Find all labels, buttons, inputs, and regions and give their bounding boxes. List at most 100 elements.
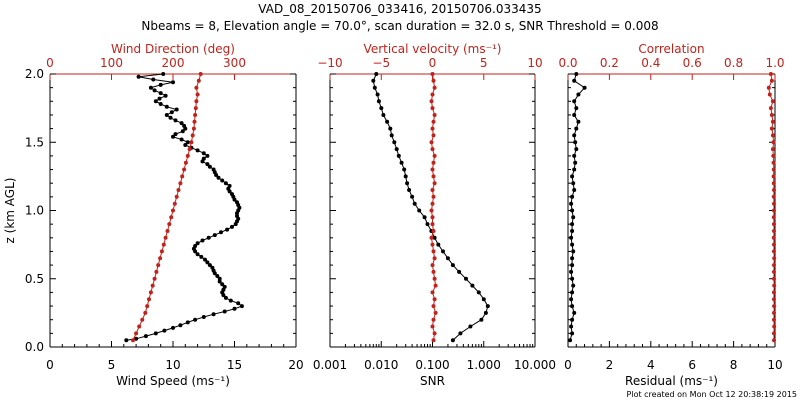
data-point	[148, 85, 153, 90]
data-point	[195, 252, 200, 257]
data-point	[772, 256, 777, 261]
data-point	[185, 153, 190, 158]
data-point	[570, 194, 575, 199]
panel-snr: 0.001 0.010 0.100 1.000 10.000 SNR −10 −5 0 5 10 Ve…	[313, 42, 556, 388]
data-point	[169, 215, 174, 220]
data-point	[124, 338, 129, 343]
xtick-label: 10.000	[514, 358, 556, 372]
data-point	[199, 254, 204, 259]
data-point	[772, 222, 776, 227]
data-point	[207, 263, 212, 268]
data-point	[163, 235, 168, 240]
data-point	[570, 290, 575, 295]
data-point	[770, 133, 775, 138]
data-point	[372, 85, 377, 90]
series-line-snr	[372, 73, 489, 341]
data-point	[570, 174, 575, 179]
data-point	[570, 304, 575, 309]
data-point	[205, 153, 210, 158]
ytick-label: 0.5	[25, 272, 44, 286]
data-point	[770, 147, 775, 152]
data-point	[196, 78, 201, 83]
data-point	[183, 160, 188, 165]
data-point	[431, 119, 436, 124]
data-point	[379, 106, 384, 111]
data-point	[161, 242, 166, 247]
data-point	[432, 113, 437, 117]
data-point	[772, 297, 776, 302]
data-point	[187, 147, 192, 152]
top-tick-label: −10	[317, 56, 342, 70]
data-point	[134, 331, 139, 336]
data-point	[235, 214, 239, 218]
data-point	[430, 126, 435, 131]
data-point	[770, 99, 775, 104]
data-point	[201, 315, 206, 319]
xtick-label: 15	[227, 358, 242, 372]
data-point	[403, 174, 408, 179]
data-point	[771, 174, 776, 179]
data-point	[767, 92, 772, 97]
data-point	[165, 229, 170, 233]
data-point	[182, 167, 187, 172]
data-point	[772, 331, 776, 336]
data-point	[430, 215, 435, 220]
data-point	[417, 208, 422, 213]
data-point	[569, 297, 574, 302]
data-point	[136, 74, 141, 79]
data-point	[772, 249, 776, 254]
data-point	[772, 242, 776, 247]
data-point	[134, 336, 139, 341]
data-point	[441, 249, 445, 254]
data-point	[425, 222, 430, 227]
data-point	[219, 230, 223, 235]
data-point	[468, 324, 473, 329]
data-point	[222, 309, 227, 314]
data-point	[195, 148, 200, 153]
data-point	[220, 282, 225, 287]
data-point	[180, 174, 185, 179]
data-point	[771, 215, 776, 220]
data-point	[570, 229, 575, 233]
xtick-label: 6	[688, 358, 696, 372]
data-point	[178, 181, 183, 186]
data-point	[572, 133, 577, 138]
plot-created-footer: Plot created on Mon Oct 12 20:38:19 2015	[627, 390, 797, 399]
data-point	[572, 99, 577, 104]
data-point	[572, 113, 577, 117]
data-point	[450, 338, 455, 343]
data-point	[571, 181, 576, 186]
data-point	[195, 92, 200, 97]
data-point	[432, 256, 437, 261]
data-point	[217, 276, 222, 281]
data-point	[200, 238, 205, 243]
series-line-wind-direction	[132, 73, 202, 341]
data-point	[570, 276, 575, 281]
data-point	[375, 92, 380, 97]
data-point	[483, 310, 488, 315]
data-point	[772, 310, 776, 315]
data-point	[771, 194, 776, 199]
top-tick-label: 200	[162, 56, 185, 70]
data-point	[464, 276, 468, 281]
data-point	[193, 106, 198, 111]
data-point	[201, 151, 206, 156]
data-point	[172, 201, 177, 206]
data-point	[574, 72, 579, 76]
xtick-label: 0.100	[415, 358, 449, 372]
data-point	[227, 183, 232, 188]
data-point	[572, 310, 577, 315]
data-point	[569, 269, 574, 274]
data-point	[211, 312, 216, 317]
data-point	[432, 181, 437, 186]
data-point	[236, 301, 241, 306]
data-point	[571, 215, 576, 220]
data-point	[171, 208, 175, 213]
data-point	[159, 249, 164, 254]
data-point	[431, 194, 436, 199]
data-point	[173, 132, 178, 137]
top-tick-label: 1.0	[765, 56, 784, 70]
data-point	[222, 284, 227, 289]
data-point	[371, 78, 376, 83]
data-point	[153, 331, 158, 336]
